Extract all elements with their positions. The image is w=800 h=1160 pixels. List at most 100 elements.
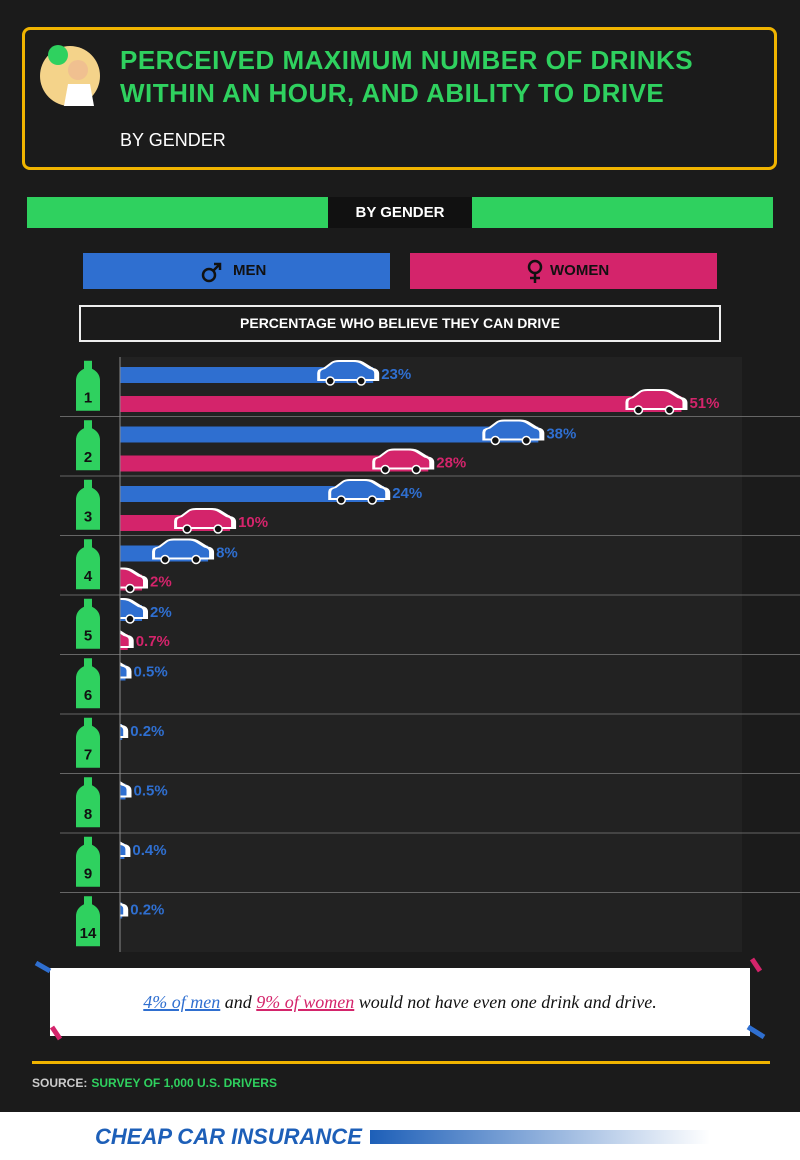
category-label: 6 <box>84 687 92 704</box>
value-label: 10% <box>238 514 268 531</box>
legend-label: WOMEN <box>550 262 610 279</box>
value-label: 28% <box>436 454 466 471</box>
category-label: 3 <box>84 509 92 526</box>
car-paint <box>120 726 124 736</box>
bottle-icon <box>76 836 100 887</box>
car-icon <box>174 508 237 534</box>
car-wheel <box>120 645 121 651</box>
car-wheel <box>108 853 116 861</box>
value-label: 23% <box>381 366 411 383</box>
bottle-icon <box>76 777 100 828</box>
value-label: 8% <box>216 544 238 561</box>
car-paint <box>155 540 210 558</box>
car-wheel <box>336 495 346 505</box>
car-paint <box>120 844 126 855</box>
x-axis-label: PERCENTAGE WHO BELIEVE THEY CAN DRIVE <box>79 305 721 342</box>
bottle-icon <box>76 420 100 471</box>
legend-label: MEN <box>233 262 267 279</box>
bottle-icon <box>76 360 100 411</box>
car-icon <box>106 902 129 921</box>
car-wheel <box>160 554 170 565</box>
car-wheel <box>191 554 201 565</box>
car-icon <box>110 662 132 683</box>
car-icon <box>120 598 149 624</box>
car-paint <box>120 784 127 796</box>
car-icon <box>108 841 131 861</box>
car-icon <box>482 419 545 446</box>
note-text: and <box>220 992 257 1012</box>
legend-men: MEN <box>83 253 390 289</box>
source: SOURCE: SURVEY OF 1,000 U.S. DRIVERS <box>32 1076 277 1090</box>
value-label: 0.5% <box>134 663 168 680</box>
car-icon <box>328 479 391 505</box>
bar <box>120 426 539 443</box>
bar <box>120 455 429 472</box>
category-label: 4 <box>84 568 93 585</box>
car-wheel <box>213 524 223 534</box>
note-text: would not have even one drink and drive. <box>354 992 657 1012</box>
car-paint <box>375 450 430 468</box>
category-label: 2 <box>84 449 92 466</box>
car-wheel <box>411 464 421 475</box>
car-wheel <box>106 913 114 921</box>
bar <box>120 396 682 412</box>
note-men: 4% of men <box>143 992 221 1012</box>
header-box <box>22 27 777 170</box>
value-label: 24% <box>392 485 422 502</box>
category-label: 7 <box>84 747 92 764</box>
car-wheel <box>521 435 532 446</box>
car-wheel <box>367 495 377 505</box>
car-paint <box>120 633 129 646</box>
car-wheel <box>182 524 192 534</box>
male-icon <box>201 262 222 283</box>
car-paint <box>628 391 683 408</box>
legend-women: WOMEN <box>410 253 717 289</box>
car-icon <box>625 389 688 415</box>
subtitle: BY GENDER <box>120 130 226 150</box>
car-wheel <box>380 464 390 475</box>
car-icon <box>120 630 134 651</box>
value-label: 0.2% <box>130 901 164 918</box>
car-paint <box>177 510 232 527</box>
car-icon <box>120 567 149 594</box>
value-label: 0.4% <box>132 842 166 859</box>
car-wheel <box>125 614 135 624</box>
note-decor <box>34 957 766 1041</box>
car-wheel <box>633 405 644 415</box>
car-wheel <box>110 794 118 802</box>
section-title: BY GENDER <box>328 197 472 228</box>
car-wheel <box>106 734 114 742</box>
car-paint <box>120 600 144 617</box>
car-paint <box>120 665 127 677</box>
car-wheel <box>125 583 135 594</box>
bottle-icon <box>76 539 100 590</box>
bar <box>120 486 385 502</box>
mascot-icon <box>40 45 100 106</box>
female-icon <box>527 259 543 283</box>
bottle-icon <box>76 479 100 530</box>
car-wheel <box>110 675 118 683</box>
bottle-icon <box>76 896 100 947</box>
car-wheel <box>356 376 366 386</box>
car-paint <box>485 421 540 439</box>
car-paint <box>120 904 124 915</box>
brand-stripe <box>370 1130 710 1144</box>
value-label: 38% <box>546 425 576 442</box>
car-wheel <box>664 405 675 415</box>
car-wheel <box>325 376 335 386</box>
car-icon <box>110 781 132 802</box>
bar <box>120 367 374 383</box>
car-icon <box>372 448 435 475</box>
divider <box>32 1061 770 1064</box>
value-label: 0.2% <box>130 723 164 740</box>
title: PERCEIVED MAXIMUM NUMBER OF DRINKS WITHI… <box>120 45 694 108</box>
category-label: 9 <box>84 866 92 883</box>
brand: CHEAP CAR INSURANCE <box>95 1124 362 1149</box>
category-label: 1 <box>84 390 92 407</box>
car-icon <box>106 723 129 742</box>
value-label: 0.7% <box>136 633 170 650</box>
bottle-icon <box>76 598 100 649</box>
car-icon <box>317 360 380 386</box>
category-label: 8 <box>84 806 92 823</box>
